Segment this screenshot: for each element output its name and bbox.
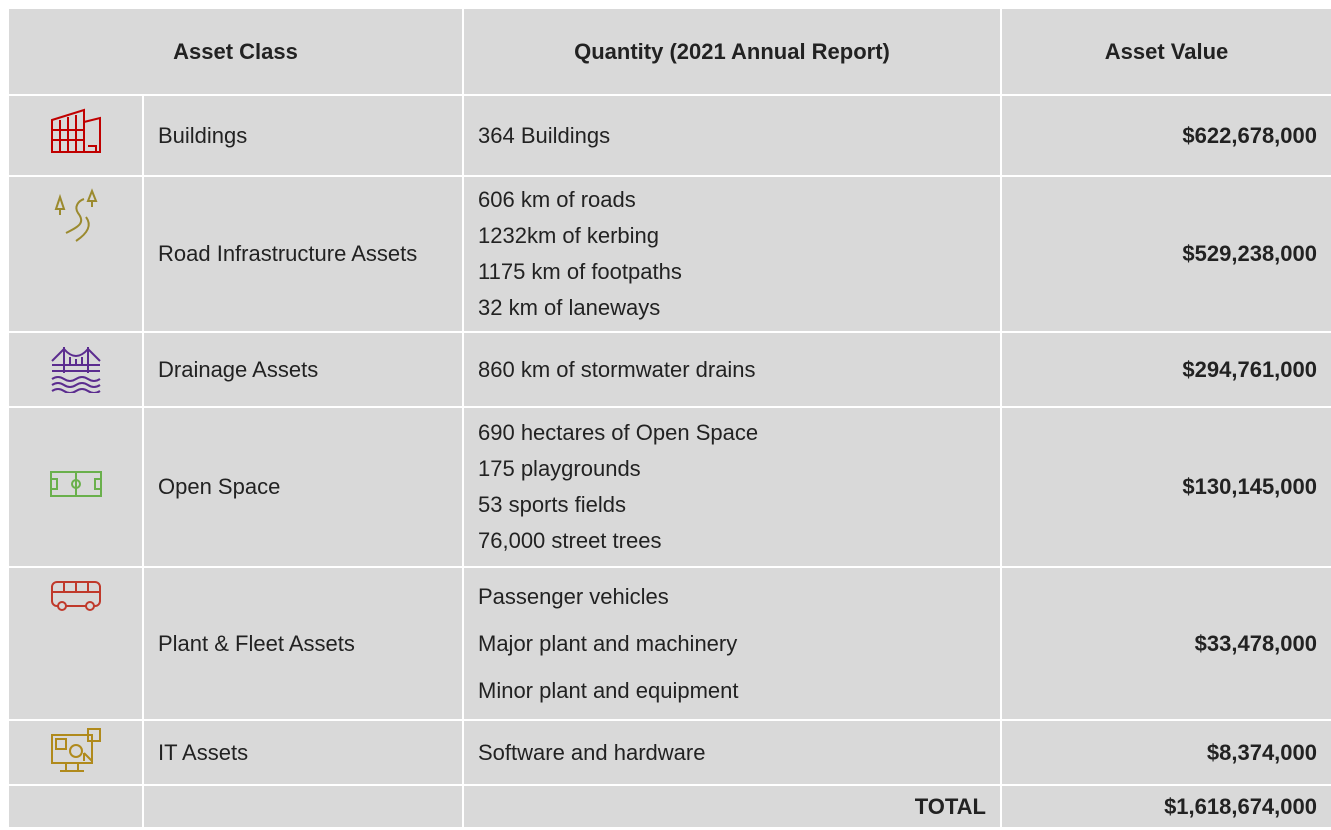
quantity-cell: 606 km of roads 1232km of kerbing 1175 km … [462,175,1002,333]
drainage-icon [50,347,101,394]
total-label: TOTAL [462,784,1002,829]
quantity-line: 606 km of roads [478,187,636,212]
quantity-line: 1175 km of footpaths [478,259,682,284]
quantity-line: 860 km of stormwater drains [478,356,756,382]
value-cell: $529,238,000 [1000,175,1331,333]
asset-table: Asset Class Quantity (2021 Annual Report… [7,7,1331,829]
quantity-line: 364 Buildings [478,122,611,148]
icon-cell [7,566,144,721]
value-cell: $294,761,000 [1000,331,1331,408]
quantity-line: 32 km of laneways [478,295,661,320]
quantity-cell: Software and hardware [462,719,1002,786]
quantity-line: Minor plant and equipment [478,678,739,703]
icon-cell [7,94,144,177]
total-value: $1,618,674,000 [1000,784,1331,829]
class-cell: Plant & Fleet Assets [142,566,464,721]
road-icon [54,188,97,242]
quantity-line: 175 playgrounds [478,456,641,481]
class-cell: Open Space [142,406,464,568]
fleet-icon [50,581,101,611]
total-row: TOTAL $1,618,674,000 [7,784,1331,829]
row: Open Space 690 hectares of Open Space 175… [7,406,1331,568]
quantity-line: 76,000 street trees [478,528,662,553]
quantity-line: 1232km of kerbing [478,223,659,248]
quantity-line: 690 hectares of Open Space [478,420,759,445]
quantity-cell: Passenger vehicles Major plant and machin… [462,566,1002,721]
empty-cell [142,784,464,829]
quantity-line: Major plant and machinery [478,631,738,656]
value-cell: $33,478,000 [1000,566,1331,721]
buildings-icon [50,108,101,153]
quantity-line: 53 sports fields [478,492,626,517]
row: Plant & Fleet Assets Passenger vehicles M… [7,566,1331,721]
quantity-line: Software and hardware [478,739,706,765]
value-cell: $8,374,000 [1000,719,1331,786]
class-cell: Drainage Assets [142,331,464,408]
class-cell: Buildings [142,94,464,177]
quantity-line: Passenger vehicles [478,584,669,609]
header-cell: Quantity (2021 Annual Report) [462,7,1002,96]
row: Drainage Assets 860 km of stormwater dra… [7,331,1331,408]
class-cell: IT Assets [142,719,464,786]
quantity-cell: 690 hectares of Open Space 175 playground… [462,406,1002,568]
quantity-cell: 364 Buildings [462,94,1002,177]
header-cell: Asset Value [1000,7,1331,96]
header-cell: Asset Class [7,7,464,96]
open-space-icon [49,471,102,497]
row: Buildings 364 Buildings $622,678,000 [7,94,1331,177]
quantity-cell: 860 km of stormwater drains [462,331,1002,408]
value-cell: $130,145,000 [1000,406,1331,568]
icon-cell [7,175,144,333]
row: IT Assets Software and hardware $8,374,0… [7,719,1331,786]
icon-cell [7,331,144,408]
header-row: Asset Class Quantity (2021 Annual Report… [7,7,1331,96]
icon-cell [7,719,144,786]
value-cell: $622,678,000 [1000,94,1331,177]
empty-cell [7,784,144,829]
icon-cell [7,406,144,568]
it-icon [50,728,101,772]
class-cell: Road Infrastructure Assets [142,175,464,333]
row: Road Infrastructure Assets 606 km of roa… [7,175,1331,333]
